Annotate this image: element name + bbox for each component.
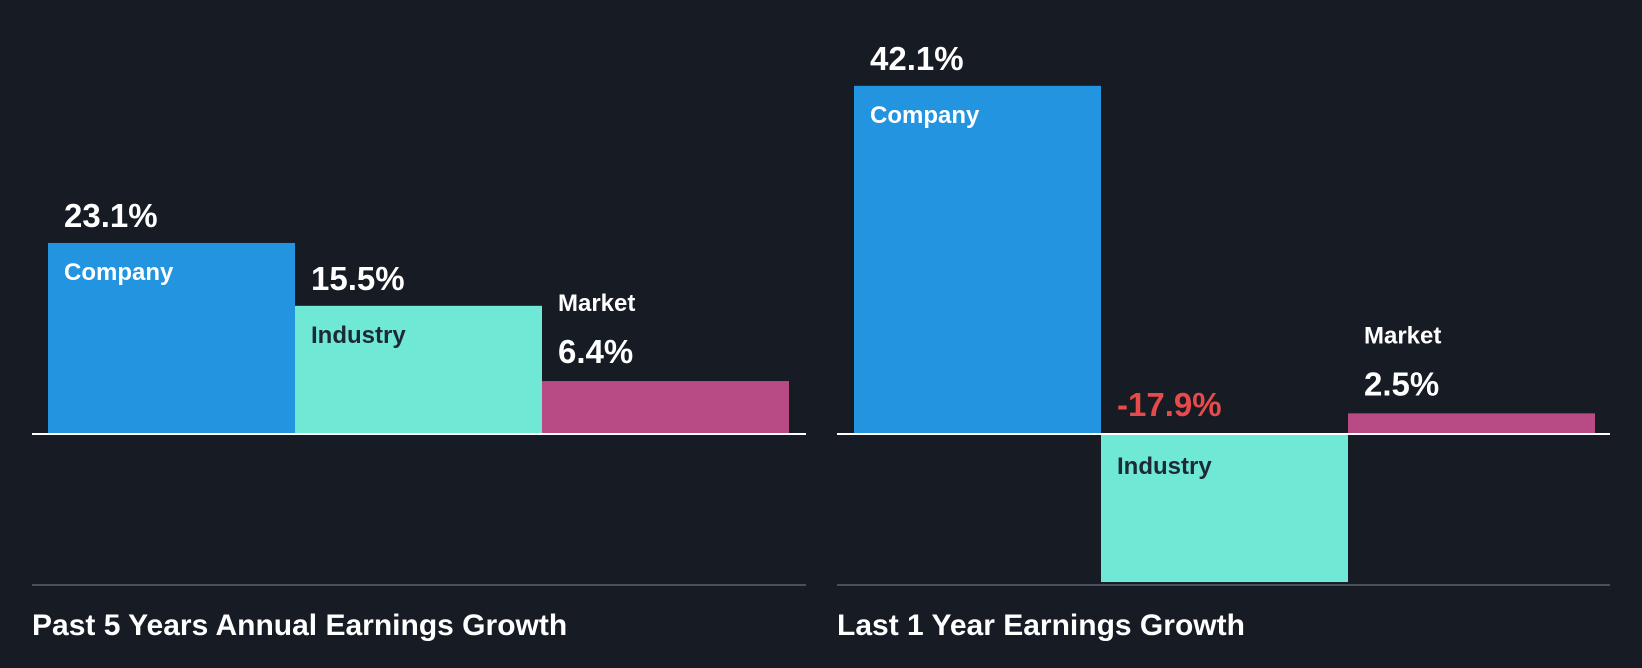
- chart-past-5-years: Past 5 Years Annual Earnings Growth 23.1…: [32, 197, 806, 642]
- bar-market: [542, 381, 789, 434]
- bar-company: [854, 85, 1101, 434]
- chart-title: Past 5 Years Annual Earnings Growth: [32, 609, 567, 642]
- value-label-company: 42.1%: [870, 40, 964, 77]
- category-label-industry: Industry: [311, 322, 406, 349]
- value-label-industry: 15.5%: [311, 260, 405, 297]
- value-label-market: 2.5%: [1364, 365, 1439, 402]
- category-label-company: Company: [64, 259, 174, 286]
- value-label-market: 6.4%: [558, 333, 633, 370]
- chart-title: Last 1 Year Earnings Growth: [837, 609, 1245, 642]
- chart-last-1-year: Last 1 Year Earnings Growth 42.1% Company…: [837, 40, 1610, 642]
- bar-market: [1348, 413, 1595, 434]
- category-label-industry: Industry: [1117, 453, 1212, 480]
- bar-industry: [1101, 434, 1348, 583]
- bar-industry: [295, 305, 542, 434]
- value-label-industry: -17.9%: [1117, 386, 1222, 423]
- category-label-market: Market: [1364, 322, 1441, 349]
- bar-company: [48, 242, 295, 434]
- category-label-company: Company: [870, 102, 980, 129]
- category-label-market: Market: [558, 290, 635, 317]
- value-label-company: 23.1%: [64, 197, 158, 234]
